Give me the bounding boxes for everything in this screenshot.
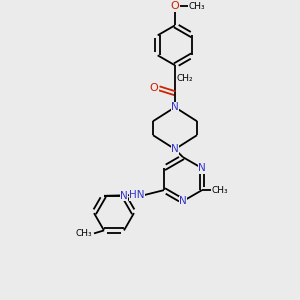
Text: N: N <box>198 163 206 173</box>
Text: CH₃: CH₃ <box>189 2 205 11</box>
Text: CH₃: CH₃ <box>212 186 228 195</box>
Text: O: O <box>150 83 158 93</box>
Text: CH₃: CH₃ <box>76 229 92 238</box>
Text: N: N <box>171 102 179 112</box>
Text: HN: HN <box>129 190 145 200</box>
Text: N: N <box>171 144 179 154</box>
Text: CH₂: CH₂ <box>177 74 193 83</box>
Text: N: N <box>120 191 128 201</box>
Text: N: N <box>179 196 187 206</box>
Text: O: O <box>171 2 179 11</box>
